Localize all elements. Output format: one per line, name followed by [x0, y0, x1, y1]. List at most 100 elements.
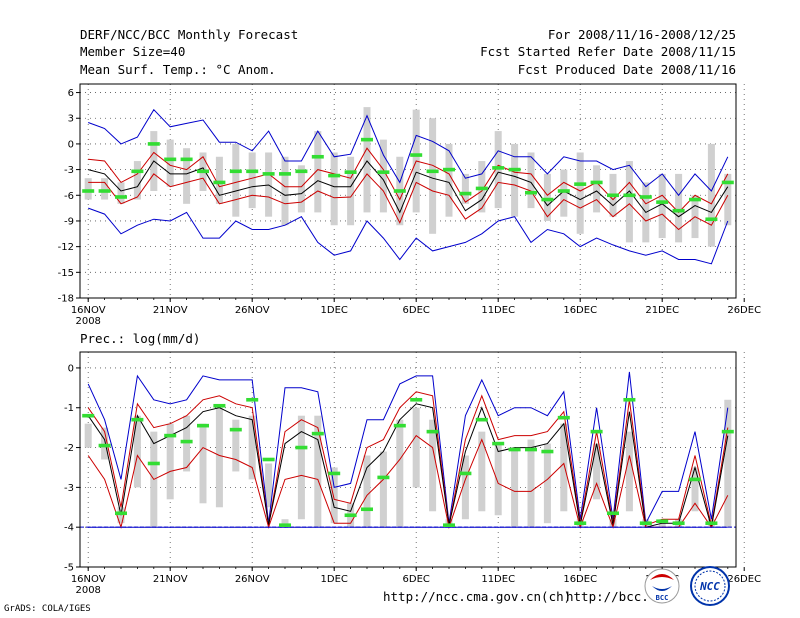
- spread-bar: [576, 152, 584, 234]
- ensemble-marker: [377, 170, 390, 174]
- ensemble-marker: [689, 197, 701, 202]
- y-tick-label: -3: [64, 165, 74, 176]
- x-tick-label: 11DEC: [481, 574, 515, 585]
- spread-bar: [429, 118, 437, 234]
- forecast-produced-label: Fcst Produced Date 2008/11/16: [517, 62, 736, 77]
- ensemble-marker: [311, 154, 324, 159]
- ensemble-marker: [344, 170, 357, 174]
- ensemble-marker: [525, 190, 537, 195]
- ensemble-marker: [607, 511, 619, 516]
- ensemble-marker: [164, 157, 177, 162]
- ensemble-marker: [361, 507, 373, 512]
- ensemble-marker: [410, 397, 423, 402]
- ensemble-marker: [393, 189, 406, 193]
- y-tick-label: 0: [68, 363, 74, 374]
- ensemble-marker: [656, 519, 669, 524]
- ensemble-marker: [197, 423, 209, 428]
- plot-frame: [79, 83, 737, 299]
- x-tick-label: 21NOV: [153, 305, 188, 316]
- ensemble-marker: [672, 521, 685, 526]
- ensemble-marker: [295, 445, 308, 450]
- x-tick-label: 16DEC: [563, 305, 597, 316]
- ensemble-marker: [115, 195, 127, 199]
- y-tick-label: -12: [58, 242, 74, 253]
- y-tick-label: 6: [68, 88, 74, 99]
- ensemble-marker: [475, 186, 488, 191]
- x-tick-label: 26DEC: [727, 305, 761, 316]
- ensemble-marker: [557, 189, 570, 193]
- spread-bar: [379, 451, 387, 528]
- series-line-mean: [88, 160, 729, 218]
- y-tick-label: -1: [64, 403, 74, 414]
- grads-credit: GrADS: COLA/IGES: [4, 604, 91, 614]
- ensemble-marker: [295, 169, 308, 174]
- ensemble-marker: [131, 169, 144, 174]
- x-tick-label: 26DEC: [727, 574, 761, 585]
- ensemble-marker: [508, 167, 521, 172]
- ncc-logo-text: NCC: [699, 580, 720, 593]
- ncc-logo-icon: NCC: [690, 566, 730, 606]
- ensemble-marker: [180, 157, 193, 162]
- ensemble-marker: [426, 169, 439, 174]
- ensemble-marker: [721, 429, 734, 434]
- spread-bar: [84, 178, 92, 200]
- y-tick-label: 3: [68, 114, 74, 125]
- y-tick-label: -18: [58, 294, 74, 305]
- ensemble-marker: [98, 443, 111, 448]
- spread-bar: [133, 415, 141, 488]
- series-line-max: [88, 108, 729, 197]
- ensemble-marker: [393, 423, 406, 428]
- y-tick-label: -15: [58, 268, 74, 279]
- spread-bar: [166, 139, 174, 187]
- x-year-label: 2008: [75, 316, 100, 327]
- ensemble-marker: [607, 193, 619, 198]
- ensemble-marker: [115, 511, 127, 516]
- spread-bar: [248, 415, 256, 480]
- x-tick-label: 11DEC: [481, 305, 515, 316]
- x-year-label: 2008: [75, 585, 100, 596]
- ensemble-marker: [672, 208, 685, 213]
- spread-bar: [625, 431, 633, 512]
- spread-bar: [297, 415, 305, 520]
- ensemble-marker: [147, 461, 160, 466]
- ncc-url-link[interactable]: http://ncc.cma.gov.cn(ch): [383, 589, 572, 604]
- y-tick-label: -4: [64, 523, 74, 534]
- series-line-max: [87, 371, 729, 525]
- x-tick-label: 26NOV: [235, 574, 270, 585]
- ensemble-marker: [525, 447, 537, 452]
- ensemble-marker: [328, 471, 341, 476]
- spread-bar: [117, 182, 125, 204]
- bcc-url-link[interactable]: http://bcc.: [566, 589, 649, 604]
- spread-bar: [511, 143, 519, 217]
- spread-bar: [445, 143, 453, 217]
- ensemble-marker: [344, 513, 357, 518]
- series-line-lower: [87, 434, 729, 530]
- ensemble-marker: [541, 449, 554, 454]
- ensemble-marker: [180, 439, 193, 444]
- ensemble-marker: [590, 429, 603, 434]
- spread-bar: [494, 443, 502, 516]
- spread-bar: [330, 152, 338, 226]
- x-tick-label: 6DEC: [403, 574, 430, 585]
- ensemble-marker: [557, 415, 570, 420]
- ensemble-marker: [574, 182, 587, 186]
- spread-bar: [281, 519, 289, 528]
- spread-bar: [543, 173, 551, 221]
- spread-bar: [658, 173, 666, 239]
- forecast-start-label: Fcst Started Refer Date 2008/11/15: [480, 44, 736, 59]
- temp-panel-title: Mean Surf. Temp.: °C Anom.: [80, 62, 276, 77]
- ensemble-marker: [410, 153, 423, 157]
- ensemble-marker: [361, 137, 373, 142]
- ensemble-marker: [492, 441, 505, 446]
- x-tick-label: 6DEC: [403, 305, 430, 316]
- ensemble-marker: [443, 523, 455, 527]
- spread-bar: [101, 427, 109, 460]
- ensemble-marker: [98, 189, 111, 193]
- ensemble-marker: [262, 457, 275, 462]
- ensemble-marker: [279, 172, 291, 176]
- member-size-label: Member Size=40: [80, 44, 186, 59]
- ensemble-marker: [246, 169, 259, 174]
- ensemble-marker: [213, 403, 226, 408]
